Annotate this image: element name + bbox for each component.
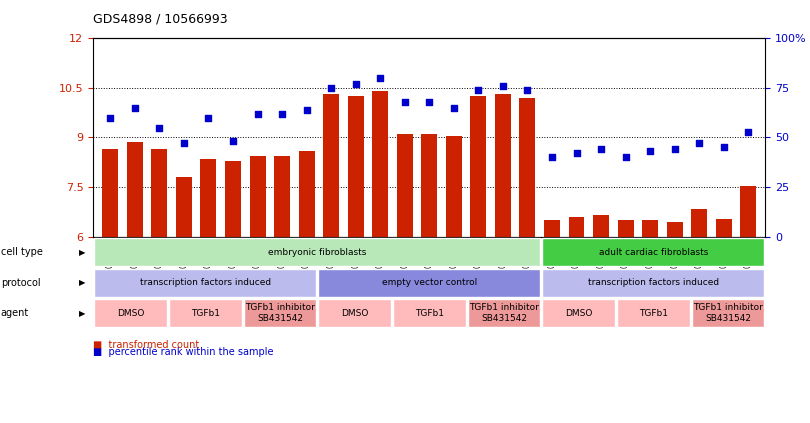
Bar — [617, 220, 633, 237]
Bar — [249, 156, 266, 237]
Text: TGFb1 inhibitor
SB431542: TGFb1 inhibitor SB431542 — [469, 303, 539, 323]
Bar — [373, 91, 388, 237]
Bar — [102, 149, 118, 237]
Bar — [318, 269, 540, 297]
Point — [399, 98, 411, 105]
Point — [497, 82, 509, 89]
Text: agent: agent — [1, 308, 29, 318]
Text: ■  transformed count: ■ transformed count — [93, 340, 199, 350]
Bar — [168, 299, 241, 327]
Point — [202, 114, 215, 121]
Bar — [593, 215, 609, 237]
Point — [570, 150, 583, 157]
Bar — [94, 269, 316, 297]
Text: adult cardiac fibroblasts: adult cardiac fibroblasts — [599, 247, 708, 257]
Point — [325, 85, 338, 91]
Point — [472, 86, 485, 93]
Bar — [692, 299, 765, 327]
Point — [177, 140, 190, 147]
Text: ■  percentile rank within the sample: ■ percentile rank within the sample — [93, 347, 274, 357]
Bar — [519, 98, 535, 237]
Bar — [94, 238, 540, 266]
Point — [275, 110, 288, 117]
Point — [742, 128, 755, 135]
Bar — [543, 299, 615, 327]
Point — [644, 148, 657, 155]
Text: TGFb1 inhibitor
SB431542: TGFb1 inhibitor SB431542 — [693, 303, 763, 323]
Text: DMSO: DMSO — [565, 308, 592, 318]
Bar — [543, 269, 765, 297]
Bar — [543, 238, 765, 266]
Text: TGFb1: TGFb1 — [415, 308, 444, 318]
Bar — [225, 161, 241, 237]
Bar — [244, 299, 316, 327]
Text: TGFb1 inhibitor
SB431542: TGFb1 inhibitor SB431542 — [245, 303, 315, 323]
Bar — [393, 299, 466, 327]
Text: TGFb1: TGFb1 — [639, 308, 668, 318]
Bar — [667, 222, 683, 237]
Text: GDS4898 / 10566993: GDS4898 / 10566993 — [93, 13, 228, 25]
Bar — [642, 220, 658, 237]
Text: protocol: protocol — [1, 277, 41, 288]
Point — [301, 106, 313, 113]
Bar — [299, 151, 314, 237]
Text: ▶: ▶ — [79, 247, 85, 257]
Bar — [274, 156, 290, 237]
Point — [104, 114, 117, 121]
Text: ▶: ▶ — [79, 308, 85, 318]
Point — [718, 144, 731, 151]
Bar — [467, 299, 540, 327]
Bar — [617, 299, 690, 327]
Point — [373, 74, 386, 81]
Text: DMSO: DMSO — [117, 308, 144, 318]
Point — [619, 154, 632, 161]
Bar — [421, 134, 437, 237]
Bar — [127, 143, 143, 237]
Bar — [151, 149, 168, 237]
Point — [668, 146, 681, 153]
Bar — [323, 94, 339, 237]
Bar — [471, 96, 486, 237]
Bar — [569, 217, 585, 237]
Point — [423, 98, 436, 105]
Bar — [318, 299, 391, 327]
Point — [595, 146, 608, 153]
Bar — [397, 134, 413, 237]
Point — [545, 154, 558, 161]
Bar — [691, 209, 707, 237]
Text: transcription factors induced: transcription factors induced — [139, 278, 271, 287]
Text: TGFb1: TGFb1 — [190, 308, 220, 318]
Point — [227, 138, 240, 145]
Text: embryonic fibroblasts: embryonic fibroblasts — [268, 247, 366, 257]
Bar — [740, 186, 757, 237]
Text: DMSO: DMSO — [341, 308, 369, 318]
Text: cell type: cell type — [1, 247, 43, 257]
Bar — [176, 177, 192, 237]
Point — [447, 104, 460, 111]
Bar — [716, 219, 731, 237]
Bar — [544, 220, 560, 237]
Point — [251, 110, 264, 117]
Text: transcription factors induced: transcription factors induced — [588, 278, 719, 287]
Bar — [201, 159, 216, 237]
Bar — [94, 299, 167, 327]
Bar — [495, 94, 511, 237]
Bar — [446, 136, 462, 237]
Point — [521, 86, 534, 93]
Point — [349, 80, 362, 87]
Point — [693, 140, 706, 147]
Text: ▶: ▶ — [79, 278, 85, 287]
Bar — [347, 96, 364, 237]
Point — [128, 104, 141, 111]
Text: empty vector control: empty vector control — [382, 278, 477, 287]
Point — [153, 124, 166, 131]
